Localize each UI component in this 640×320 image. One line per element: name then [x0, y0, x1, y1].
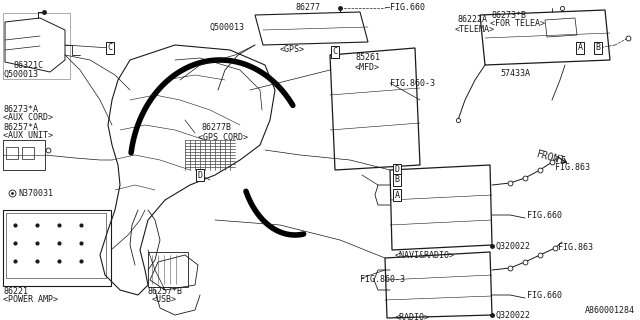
Bar [3, 140, 45, 170]
Text: N370031: N370031 [18, 188, 53, 197]
Text: C: C [333, 47, 337, 57]
Bar [6, 147, 18, 159]
Bar [6, 213, 106, 278]
Text: 57433A: 57433A [500, 68, 530, 77]
Bar [148, 252, 188, 287]
Text: <FOR TELEA>: <FOR TELEA> [490, 19, 545, 28]
Text: 86221: 86221 [3, 287, 28, 297]
Bar [3, 13, 70, 79]
Text: Q320022: Q320022 [495, 242, 530, 251]
Text: Q500013: Q500013 [3, 69, 38, 78]
Text: <RADIO>: <RADIO> [395, 314, 430, 320]
Text: A: A [394, 190, 399, 199]
Text: 86273*B: 86273*B [492, 11, 527, 20]
Text: FIG.860-3: FIG.860-3 [360, 276, 405, 284]
Text: <GPS>: <GPS> [280, 45, 305, 54]
Text: 86277: 86277 [295, 4, 320, 12]
Text: <MFD>: <MFD> [355, 62, 380, 71]
Text: 86321C: 86321C [14, 60, 44, 69]
Text: A: A [577, 44, 582, 52]
Text: D: D [394, 165, 399, 174]
Text: A860001284: A860001284 [585, 306, 635, 315]
Text: 86257*B: 86257*B [148, 287, 183, 297]
Text: <POWER AMP>: <POWER AMP> [3, 295, 58, 305]
Text: 86277B: 86277B [202, 124, 232, 132]
Text: 86257*A: 86257*A [3, 124, 38, 132]
Text: B: B [394, 175, 399, 185]
Text: FIG.863: FIG.863 [555, 164, 590, 172]
Text: 85261: 85261 [355, 53, 380, 62]
Text: Q500013: Q500013 [210, 22, 245, 31]
Text: D: D [198, 171, 202, 180]
Text: <NAVI&RADIO>: <NAVI&RADIO> [395, 251, 455, 260]
Text: —FIG.660: —FIG.660 [385, 4, 425, 12]
Text: FIG.863: FIG.863 [558, 244, 593, 252]
Text: FIG.860-3: FIG.860-3 [390, 78, 435, 87]
Text: FRONT: FRONT [535, 149, 566, 167]
Text: <AUX UNIT>: <AUX UNIT> [3, 132, 53, 140]
Text: FIG.660: FIG.660 [527, 291, 562, 300]
Text: <TELEMA>: <TELEMA> [455, 25, 495, 34]
Text: <AUX CORD>: <AUX CORD> [3, 114, 53, 123]
Text: <USB>: <USB> [152, 295, 177, 305]
Text: 86222A: 86222A [458, 15, 488, 25]
Bar [22, 147, 34, 159]
Text: B: B [595, 44, 600, 52]
Text: Q320022: Q320022 [495, 310, 530, 319]
Text: FIG.660: FIG.660 [527, 211, 562, 220]
Text: <GPS CORD>: <GPS CORD> [198, 133, 248, 142]
Text: 86273*A: 86273*A [3, 106, 38, 115]
Text: C: C [108, 44, 113, 52]
Bar [3, 210, 111, 286]
